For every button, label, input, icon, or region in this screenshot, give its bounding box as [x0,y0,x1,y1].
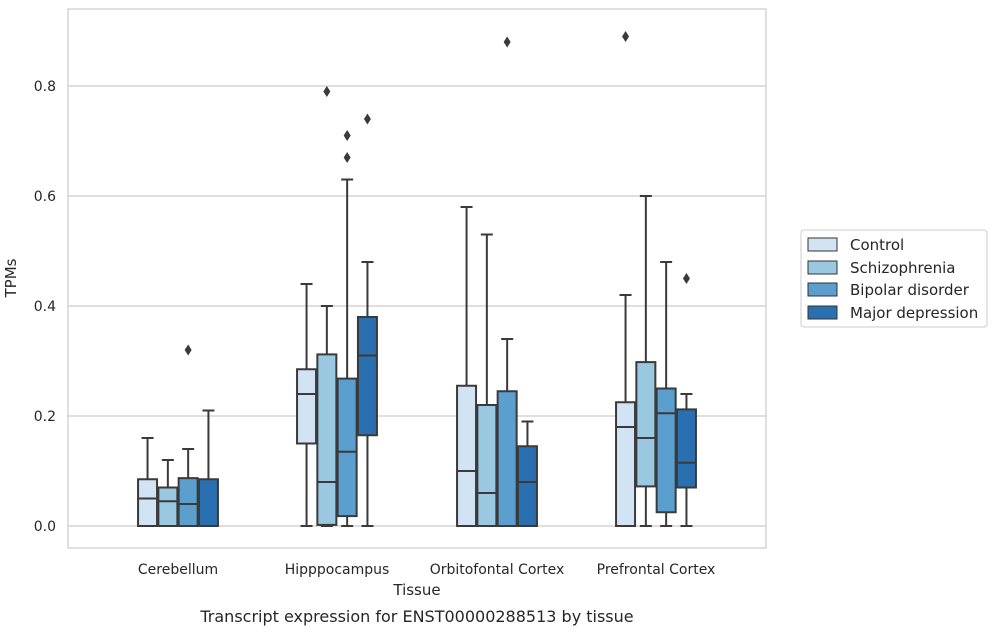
outlier-marker [682,273,690,284]
y-tick-label: 0.4 [34,299,56,315]
x-tick-label: Orbitofontal Cortex [430,562,565,578]
box-control [296,283,318,527]
x-axis-label: Tissue [392,581,440,599]
box-schizophrenia [316,86,338,527]
box-iqr [316,353,338,526]
box-iqr [675,408,697,489]
outlier-marker [184,344,192,356]
box-series [137,31,697,527]
box-schizophrenia [157,459,179,527]
legend-swatch-bipolar-disorder [807,282,838,297]
legend: Control Schizophrenia Bipolar disorder M… [800,229,988,328]
box-bipolar-disorder [655,261,677,527]
box-iqr [516,445,538,527]
box-major-depression [675,273,697,527]
box-control [456,206,478,527]
box-iqr [476,404,498,527]
y-tick-label: 0.0 [34,519,56,535]
legend-swatch-control [807,237,838,252]
box-major-depression [356,113,378,527]
box-iqr [615,401,637,527]
y-tick-label: 0.6 [34,189,56,205]
outlier-marker [343,152,351,163]
box-major-depression [516,420,538,527]
box-iqr [456,384,478,527]
box-iqr [157,486,179,527]
box-iqr [496,390,518,527]
chart-caption: Transcript expression for ENST0000028851… [199,607,633,626]
box-major-depression [197,409,219,527]
box-iqr [296,368,318,445]
x-axis-ticks: Cerebellum Hipppocampus Orbitofontal Corte… [138,562,715,578]
legend-box [800,229,988,328]
box-iqr [356,316,378,437]
box-iqr [336,377,358,518]
outlier-marker [323,86,331,97]
box-control [137,437,159,527]
y-axis-label: TPMs [2,258,20,298]
legend-label-control: Control [850,236,904,254]
plot-area-frame [67,8,767,549]
box-iqr [635,361,657,488]
legend-swatch-schizophrenia [807,260,838,275]
y-axis-ticks: 0.0 0.2 0.4 0.6 0.8 [34,79,56,535]
box-bipolar-disorder [496,36,518,527]
y-tick-label: 0.8 [34,79,56,95]
y-tick-label: 0.2 [34,409,56,425]
outlier-marker [343,130,351,141]
legend-label-bipolar-disorder: Bipolar disorder [850,281,970,299]
x-tick-label: Cerebellum [138,562,218,578]
box-schizophrenia [635,195,657,527]
box-bipolar-disorder [177,344,199,527]
box-iqr [177,477,199,527]
legend-label-major-depression: Major depression [850,304,978,322]
box-iqr [655,387,677,514]
box-schizophrenia [476,233,498,527]
legend-swatch-major-depression [807,305,838,320]
box-iqr [197,478,219,527]
outlier-marker [622,31,630,42]
x-tick-label: Hipppocampus [285,562,390,578]
box-bipolar-disorder [336,130,358,527]
outlier-marker [363,113,371,125]
legend-label-schizophrenia: Schizophrenia [850,259,955,277]
box-iqr [137,478,159,527]
x-tick-label: Prefrontal Cortex [597,562,716,578]
outlier-marker [503,36,511,48]
box-control [615,31,637,527]
